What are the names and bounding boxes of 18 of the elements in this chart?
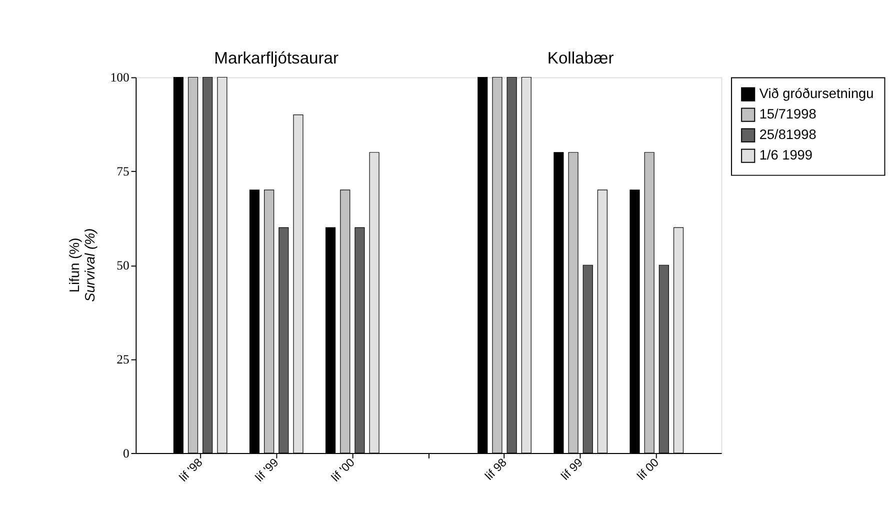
y-axis-title: Lifun (%) Survival (%) bbox=[67, 228, 98, 302]
x-tick-label: lif 99 bbox=[558, 456, 586, 483]
legend-label: 1/6 1999 bbox=[759, 148, 813, 163]
y-tick-label: 100 bbox=[110, 70, 130, 85]
legend-label: Við gróðursetningu bbox=[759, 86, 874, 102]
text: Markarfljótsaurar bbox=[214, 48, 340, 68]
legend-label: 15/71998 bbox=[759, 106, 816, 122]
x-tick-label: lif '99 bbox=[252, 456, 282, 484]
legend-label: 25/81998 bbox=[759, 127, 816, 142]
text: Kollabær bbox=[547, 48, 614, 68]
x-tick-label: lif '98 bbox=[176, 456, 206, 484]
y-tick-label: 25 bbox=[116, 352, 130, 366]
x-tick-label: lif 00 bbox=[634, 456, 662, 483]
x-tick-label: lif 98 bbox=[482, 456, 510, 483]
y-tick-label: 0 bbox=[122, 446, 130, 460]
y-tick-label: 75 bbox=[116, 164, 130, 179]
y-tick-label: 50 bbox=[116, 258, 130, 273]
x-tick-label: lif '00 bbox=[329, 456, 358, 484]
